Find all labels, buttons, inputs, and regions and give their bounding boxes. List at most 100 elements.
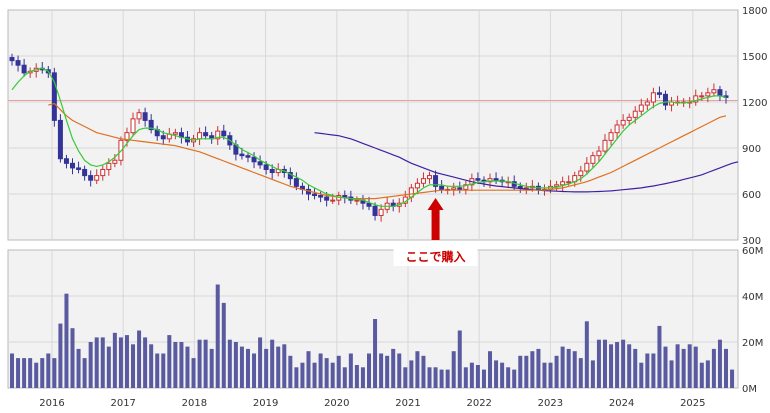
candle-body [324, 196, 330, 201]
volume-bar [215, 284, 220, 388]
year-tick-label: 2023 [538, 398, 563, 409]
volume-bar [161, 353, 166, 388]
volume-bar [506, 367, 511, 388]
candle-body [130, 118, 136, 134]
volume-bar [488, 351, 493, 388]
volume-bar [669, 360, 674, 388]
volume-bar [294, 367, 299, 388]
price-tick-label: 1800 [742, 6, 767, 17]
candle-body [239, 153, 245, 157]
candle-body [63, 158, 69, 164]
buy-annotation: ここで購入 [393, 198, 478, 266]
volume-bar [227, 339, 232, 388]
candle-body [457, 187, 463, 190]
candle-body [475, 178, 481, 181]
year-tick-label: 2024 [609, 398, 634, 409]
volume-bar [143, 337, 148, 388]
candle-body [644, 101, 650, 106]
volume-bar [191, 358, 196, 388]
candle-body [372, 205, 378, 216]
volume-bar [463, 367, 468, 388]
price-panel: 300 600 900 1200 1500 1800 [7, 6, 767, 247]
candle-body [699, 95, 705, 98]
volume-bar [572, 351, 577, 388]
volume-tick-label: 60M [742, 246, 763, 257]
volume-bar [124, 335, 129, 388]
candle-body [94, 175, 100, 181]
candle-body [439, 185, 445, 190]
volume-bar [445, 369, 450, 388]
volume-bar [373, 319, 378, 388]
volume-bar [524, 355, 529, 388]
volume-bar [457, 330, 462, 388]
candle-body [717, 89, 723, 97]
volume-bar [360, 367, 365, 388]
candle-body [487, 178, 493, 183]
volume-bar [179, 342, 184, 388]
volume-bar [64, 293, 69, 388]
volume-bar [518, 355, 523, 388]
volume-bar [578, 358, 583, 388]
volume-bar [590, 360, 595, 388]
candle-body [263, 164, 269, 170]
candle-body [602, 139, 608, 152]
volume-panel: 0M 20M 40M 60M [7, 246, 763, 395]
volume-bar [397, 353, 402, 388]
candle-body [160, 135, 166, 140]
volume-bar [602, 339, 607, 388]
candle-body [420, 178, 426, 184]
candle-body [57, 119, 63, 160]
volume-bar [173, 342, 178, 388]
candle-body [650, 92, 656, 103]
year-tick-label: 2022 [466, 398, 491, 409]
volume-bar [542, 362, 547, 388]
volume-bar [330, 362, 335, 388]
volume-bar [197, 339, 202, 388]
candle-body [124, 132, 130, 141]
volume-bar [342, 367, 347, 388]
candle-body [269, 168, 275, 174]
volume-bar [675, 344, 680, 388]
volume-bar [481, 369, 486, 388]
candle-body [662, 93, 668, 106]
ma-long-line [314, 132, 739, 193]
volume-bar [252, 353, 257, 388]
candle-body [51, 72, 57, 121]
volume-bar [185, 346, 190, 388]
candle-body [136, 112, 142, 120]
volume-bar [16, 358, 21, 388]
volume-bar [500, 362, 505, 388]
candle-body [354, 199, 360, 202]
candle-body [705, 92, 711, 97]
volume-bar [88, 342, 93, 388]
volume-bar [409, 360, 414, 388]
candle-body [656, 92, 662, 95]
volume-bar [548, 362, 553, 388]
candle-body [620, 119, 626, 126]
year-tick-label: 2025 [680, 398, 705, 409]
volume-bar [118, 337, 123, 388]
candle-body [245, 155, 251, 158]
candle-body [197, 132, 203, 140]
volume-bar [536, 348, 541, 388]
volume-bar [724, 348, 728, 388]
candle-body [451, 187, 457, 190]
buy-annotation-label: ここで購入 [406, 249, 466, 264]
volume-bar [657, 325, 662, 388]
candle-body [584, 162, 590, 172]
candle-body [590, 155, 596, 164]
volume-bar [348, 353, 353, 388]
candle-body [626, 116, 632, 121]
candle-body [318, 195, 324, 198]
year-tick-label: 2021 [395, 398, 420, 409]
candle-body [414, 182, 420, 189]
volume-bar [276, 346, 281, 388]
candle-body [638, 104, 644, 112]
candle-body [342, 195, 348, 198]
volume-bar [627, 344, 632, 388]
year-tick-label: 2019 [253, 398, 278, 409]
volume-bar [385, 355, 390, 388]
volume-bar [566, 348, 571, 388]
candle-body [9, 57, 15, 62]
